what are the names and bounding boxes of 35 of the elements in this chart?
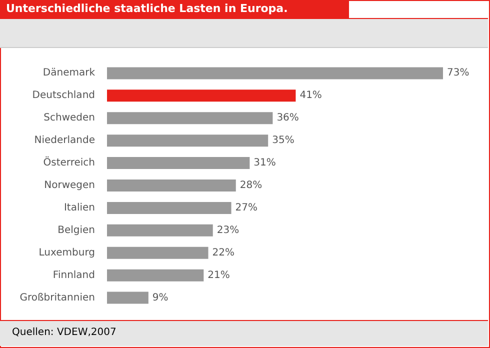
- data-label: 27%: [235, 202, 258, 214]
- bar: [107, 269, 204, 282]
- data-label: 28%: [240, 180, 262, 191]
- y-tick-label: Norwegen: [44, 180, 95, 191]
- source-note: Quellen: VDEW,2007: [0, 320, 488, 346]
- bar: [107, 292, 148, 304]
- bar: [107, 67, 443, 80]
- data-label: 9%: [152, 292, 168, 304]
- chart-title: Unterschiedliche staatliche Lasten in Europa.: [0, 0, 349, 18]
- bar: [107, 112, 273, 124]
- y-tick-label: Niederlande: [34, 135, 95, 146]
- y-tick-label: Österreich: [43, 156, 95, 169]
- data-label: 41%: [300, 90, 322, 102]
- data-label: 73%: [447, 68, 470, 79]
- data-label: 23%: [216, 224, 240, 236]
- y-tick-label: Finnland: [52, 270, 95, 281]
- data-label: 35%: [272, 135, 294, 146]
- data-label: 31%: [254, 158, 276, 169]
- y-tick-label: Belgien: [58, 224, 95, 236]
- data-label: 22%: [212, 247, 234, 258]
- y-tick-label: Italien: [64, 202, 95, 214]
- y-tick-label: Großbritannien: [20, 292, 95, 304]
- bar: [107, 90, 296, 102]
- y-tick-label: Dänemark: [42, 68, 96, 79]
- y-tick-label: Deutschland: [32, 90, 95, 102]
- y-tick-label: Schweden: [44, 112, 95, 124]
- data-label: 36%: [276, 112, 299, 124]
- bar: [107, 224, 213, 236]
- bar: [107, 157, 250, 170]
- bar: [107, 134, 268, 147]
- y-tick-label: Luxemburg: [38, 247, 95, 258]
- bar: [107, 202, 232, 214]
- bar: [107, 246, 208, 259]
- bar: [107, 180, 236, 192]
- data-label: 21%: [208, 270, 230, 281]
